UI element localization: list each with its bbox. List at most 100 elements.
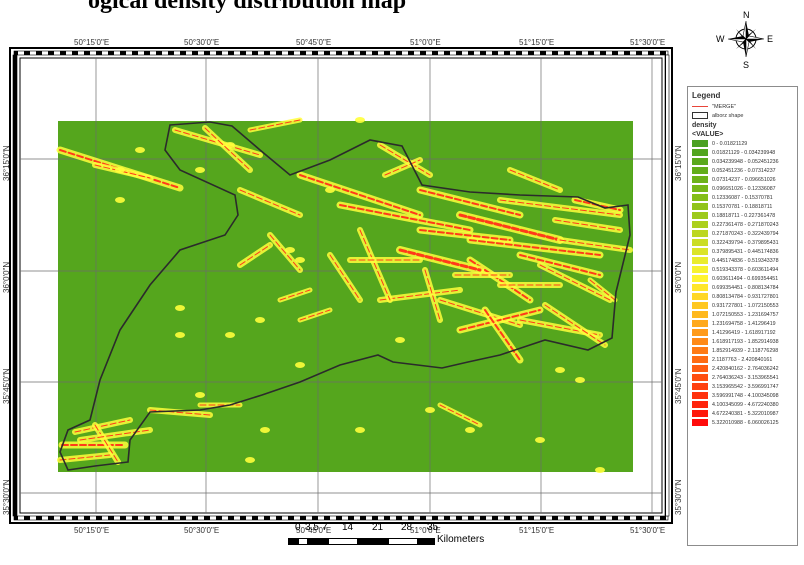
lineament-core: [379, 144, 431, 176]
scale-tick-4: 21: [372, 522, 384, 533]
legend-class-swatch: [692, 401, 708, 408]
lineament-core: [329, 254, 361, 301]
legend-class-row: 1.618917193 - 1.852914938: [692, 337, 793, 346]
map-frame-ticks-left: [12, 54, 18, 517]
lon-label-bottom-6: 51°30'0"E: [630, 526, 665, 535]
lineament-core: [484, 309, 521, 361]
lineament-core: [384, 159, 421, 176]
map-frame-inner: [19, 57, 663, 514]
legend-value-title: <VALUE>: [692, 131, 724, 138]
legend-class-label: 0.034239948 - 0.052451236: [712, 158, 779, 165]
lon-label-top-6: 51°30'0"E: [630, 38, 665, 47]
legend-class-label: 0.322439794 - 0.379895431: [712, 239, 779, 246]
legend-class-swatch: [692, 320, 708, 327]
density-spot: [295, 362, 305, 368]
legend-class-label: 0.052451236 - 0.07314237: [712, 167, 776, 174]
legend-class-row: 0.07314237 - 0.096651026: [692, 175, 793, 184]
lineament-core: [59, 454, 111, 461]
legend-class-row: 2.764036243 - 3.153965541: [692, 373, 793, 382]
legend-class-list: 0 - 0.01821129 0.01821129 - 0.034239948 0.…: [692, 139, 793, 427]
lon-label-bottom-3: 50°45'0"E: [296, 526, 331, 535]
lineament-core: [544, 304, 606, 346]
density-spot: [595, 467, 605, 473]
legend-title: Legend: [692, 91, 721, 100]
lon-labels-top: 50°15'0"E 50°30'0"E 50°45'0"E 51°0'0"E 5…: [74, 38, 665, 47]
legend-class-label: 0.096651026 - 0.12336087: [712, 185, 776, 192]
lon-label-top-1: 50°15'0"E: [74, 38, 109, 47]
legend-class-label: 0.01821129 - 0.034239948: [712, 149, 776, 156]
density-spot: [225, 142, 235, 148]
legend-class-swatch: [692, 185, 708, 192]
lat-labels-left: 36°15'0"N 36°0'0"N 35°45'0"N 35°30'0"N: [2, 145, 11, 515]
legend-class-label: 1.072150553 - 1.231694757: [712, 311, 779, 318]
legend-class-label: 0.379895431 - 0.445174836: [712, 248, 779, 255]
legend-class-swatch: [692, 212, 708, 219]
scale-unit-label: Kilometers: [437, 534, 485, 545]
density-spot: [195, 167, 205, 173]
lat-label-left-2: 36°0'0"N: [2, 262, 11, 293]
density-spot: [465, 427, 475, 433]
legend-class-swatch: [692, 275, 708, 282]
legend-class-swatch: [692, 158, 708, 165]
lon-label-top-3: 50°45'0"E: [296, 38, 331, 47]
legend-class-row: 1.41296419 - 1.618917192: [692, 328, 793, 337]
density-spot: [115, 197, 125, 203]
lineament-core: [204, 127, 251, 171]
scale-segment-3: [308, 538, 328, 545]
lineament-core: [269, 234, 301, 271]
legend-class-swatch: [692, 167, 708, 174]
lon-labels-bottom: 50°15'0"E 50°30'0"E 50°45'0"E 51°0'0"E 5…: [74, 526, 665, 535]
lat-label-left-3: 35°45'0"N: [2, 368, 11, 404]
lineament-core: [439, 299, 521, 326]
legend-class-row: 2.420840162 - 2.764036242: [692, 364, 793, 373]
lineament-core: [249, 119, 301, 131]
legend-class-swatch: [692, 221, 708, 228]
legend-class-swatch: [692, 302, 708, 309]
lineament-core: [79, 429, 151, 441]
south-label: S: [743, 60, 749, 70]
legend-class-row: 0.096651026 - 0.12336087: [692, 184, 793, 193]
scale-segment-1: [288, 538, 298, 545]
lineament-core: [509, 169, 561, 191]
legend-class-swatch: [692, 410, 708, 417]
lat-label-left-4: 35°30'0"N: [2, 479, 11, 515]
legend-class-swatch: [692, 356, 708, 363]
legend-class-label: 3.153965542 - 3.596991747: [712, 383, 779, 390]
lon-label-top-5: 51°15'0"E: [519, 38, 554, 47]
legend-class-row: 0.699354451 - 0.808134784: [692, 283, 793, 292]
legend-class-row: 0.445174836 - 0.519343378: [692, 256, 793, 265]
lineament-core: [239, 244, 271, 266]
scale-tick-0: 0: [295, 522, 301, 533]
density-spot: [535, 437, 545, 443]
lineament-core: [379, 289, 461, 301]
lat-label-right-4: 35°30'0"N: [674, 479, 683, 515]
lineament-core: [519, 254, 601, 276]
legend-shape-row: alborz shape: [692, 111, 793, 120]
legend-class-swatch: [692, 374, 708, 381]
scale-segment-4: [328, 538, 358, 545]
legend-class-label: 0.227361478 - 0.271870243: [712, 221, 779, 228]
legend-class-row: 2.1187763 - 2.420840161: [692, 355, 793, 364]
legend-class-swatch: [692, 329, 708, 336]
legend-class-row: 0.931727801 - 1.072150553: [692, 301, 793, 310]
legend-class-row: 1.231694758 - 1.41296419: [692, 319, 793, 328]
legend-class-row: 0.379895431 - 0.445174836: [692, 247, 793, 256]
map-frame-ticks-bottom: [13, 515, 669, 521]
lineament-core: [419, 229, 511, 241]
legend-class-swatch: [692, 239, 708, 246]
legend-class-swatch: [692, 311, 708, 318]
lineament-core: [439, 404, 481, 426]
lineament-core: [279, 289, 311, 301]
legend-class-label: 0.271870243 - 0.322439794: [712, 230, 779, 237]
map-frame-outer: [9, 47, 673, 524]
legend-class-swatch: [692, 203, 708, 210]
density-spot: [175, 305, 185, 311]
legend-class-label: 3.596991748 - 4.100345098: [712, 392, 779, 399]
density-spot: [295, 257, 305, 263]
scale-tick-6: 35: [427, 522, 439, 533]
scale-segment-6: [388, 538, 418, 545]
legend-class-swatch: [692, 248, 708, 255]
density-spot: [245, 457, 255, 463]
scale-tick-5: 28: [401, 522, 413, 533]
